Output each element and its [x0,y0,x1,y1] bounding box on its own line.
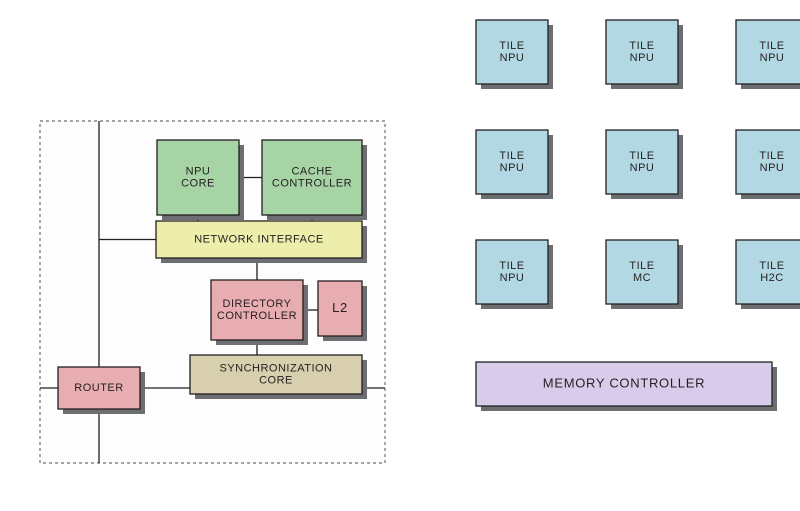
tile-1-0-label: NPU [500,162,525,174]
tile-0-1-label: TILE [629,40,654,52]
tile-0-2-label: TILE [759,40,784,52]
tile-2-0-label: NPU [500,272,525,284]
dir_ctl-label: CONTROLLER [217,310,297,322]
tile-0-0-label: TILE [499,40,524,52]
tile-2-2-label: H2C [760,272,784,284]
dir_ctl-label: DIRECTORY [223,298,292,310]
cache_ctl-label: CACHE [291,165,332,177]
npu_core-label: CORE [181,177,215,189]
router-label: ROUTER [74,382,123,394]
tile-0-1-label: NPU [630,52,655,64]
tile-2-1-label: TILE [629,260,654,272]
sync_core-label: SYNCHRONIZATION [219,362,332,374]
tile-1-1-label: NPU [630,162,655,174]
tile-2-1-label: MC [633,272,651,284]
tile-2-0-label: TILE [499,260,524,272]
cache_ctl-label: CONTROLLER [272,177,352,189]
tile-0-0-label: NPU [500,52,525,64]
tile-1-2-label: NPU [760,162,785,174]
tile-1-1-label: TILE [629,150,654,162]
tile-2-2-label: TILE [759,260,784,272]
tile-1-2-label: TILE [759,150,784,162]
tile-1-0-label: TILE [499,150,524,162]
tile-0-2-label: NPU [760,52,785,64]
memory-controller-label: MEMORY CONTROLLER [543,375,705,390]
net_if-label: NETWORK INTERFACE [194,233,324,245]
l2-label: L2 [332,300,348,315]
sync_core-label: CORE [259,374,293,386]
npu_core-label: NPU [186,165,211,177]
